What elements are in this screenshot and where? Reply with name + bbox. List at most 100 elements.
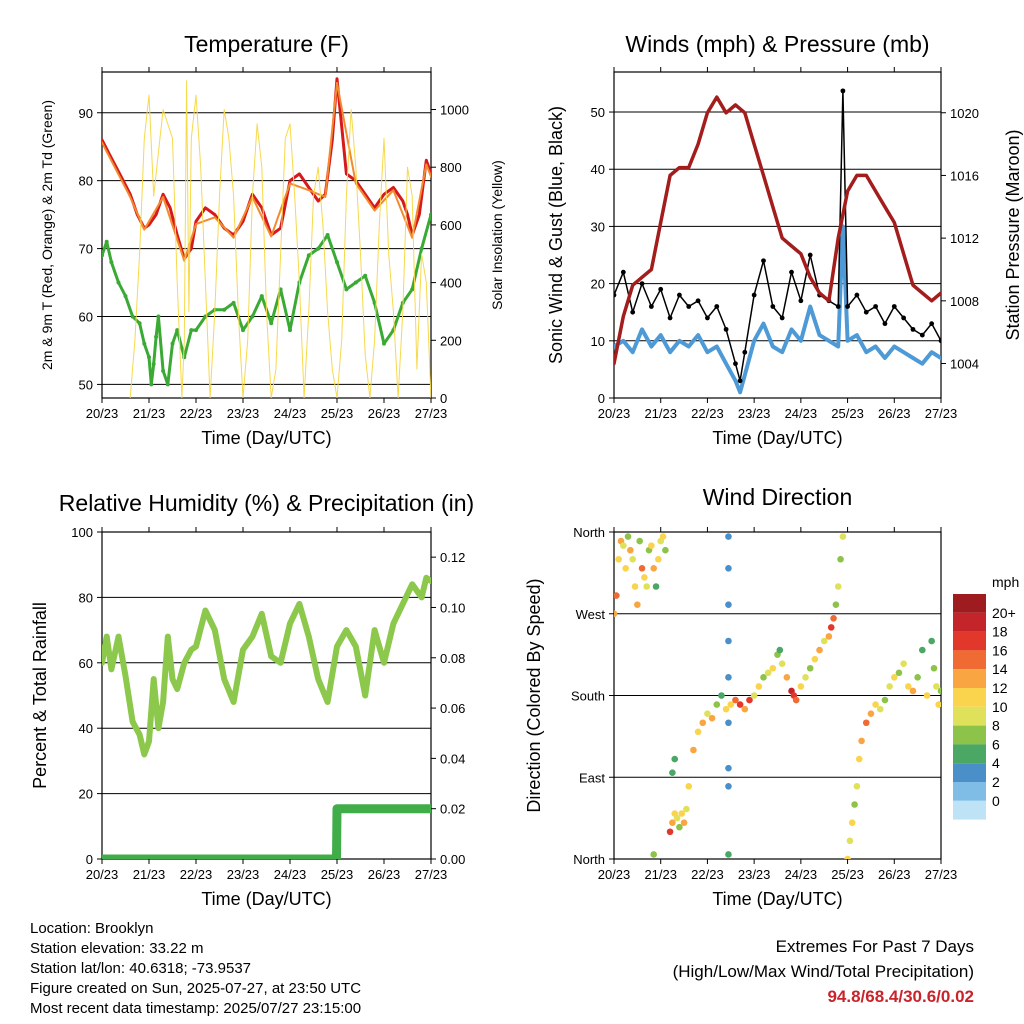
x-tick-label: 20/23 bbox=[86, 406, 119, 421]
humidity-xlabel: Time (Day/UTC) bbox=[201, 889, 331, 909]
y-tick-label-right: 1016 bbox=[950, 168, 979, 183]
y-tick-label-right: 1000 bbox=[440, 103, 469, 118]
x-tick-label: 25/23 bbox=[831, 406, 864, 421]
direction-point bbox=[858, 737, 865, 745]
y-tick-label-left: West bbox=[576, 607, 606, 622]
point-gust bbox=[737, 378, 743, 384]
direction-point bbox=[638, 565, 646, 572]
legend-swatch bbox=[953, 612, 986, 632]
point-2m-td bbox=[189, 328, 194, 333]
point-2m-td bbox=[137, 321, 142, 326]
point-gust bbox=[620, 269, 626, 275]
extremes-block: Extremes For Past 7 Days (High/Low/Max W… bbox=[673, 934, 974, 1009]
x-tick-label: 23/23 bbox=[738, 406, 771, 421]
direction-point bbox=[690, 746, 697, 754]
point-2m-td bbox=[231, 300, 236, 305]
direction-point bbox=[718, 692, 725, 699]
direction-point bbox=[900, 660, 907, 668]
point-gust bbox=[863, 309, 869, 315]
x-tick-label: 26/23 bbox=[878, 867, 911, 882]
winds-ylabel-left: Sonic Wind & Gust (Blue, Black) bbox=[546, 106, 566, 364]
y-tick-label-right: 0.06 bbox=[440, 701, 465, 716]
point-2m-td bbox=[142, 341, 147, 346]
direction-point bbox=[872, 701, 879, 708]
point-gust bbox=[919, 332, 925, 338]
direction-point bbox=[704, 710, 711, 717]
x-tick-label: 20/23 bbox=[598, 406, 631, 421]
y-tick-label-left: 60 bbox=[79, 656, 93, 671]
legend-swatch bbox=[953, 725, 986, 745]
y-tick-label-right: 800 bbox=[440, 160, 462, 175]
point-2m-td bbox=[410, 287, 415, 292]
direction-point bbox=[627, 546, 634, 554]
point-gust bbox=[938, 338, 941, 344]
station-info: Location: Brooklyn Station elevation: 33… bbox=[30, 919, 361, 1019]
y-tick-label-left: 20 bbox=[591, 277, 605, 292]
point-2m-td bbox=[161, 368, 166, 373]
direction-point bbox=[725, 601, 732, 608]
direction-point bbox=[750, 692, 758, 699]
direction-point bbox=[914, 674, 921, 681]
point-2m-td bbox=[363, 273, 368, 278]
point-gust bbox=[639, 281, 645, 287]
humidity-title: Relative Humidity (%) & Precipitation (i… bbox=[59, 490, 474, 516]
point-2m-td bbox=[123, 294, 128, 299]
direction-point bbox=[811, 655, 819, 663]
x-tick-label: 27/23 bbox=[415, 867, 448, 882]
humidity-plot-area bbox=[102, 574, 431, 859]
direction-point bbox=[909, 687, 917, 695]
direction-point bbox=[783, 674, 791, 681]
y-tick-label-left: 30 bbox=[591, 219, 605, 234]
direction-point bbox=[676, 823, 683, 831]
direction-point bbox=[662, 546, 669, 554]
direction-point bbox=[862, 719, 870, 727]
legend-label: 14 bbox=[992, 661, 1008, 677]
x-tick-label: 22/23 bbox=[691, 867, 724, 882]
panel-direction: Wind Direction 20/23 21/23 22/23 23/23 24/23 2… bbox=[524, 484, 1019, 909]
point-gust bbox=[882, 321, 888, 327]
extremes-title: Extremes For Past 7 Days bbox=[775, 937, 974, 956]
direction-point bbox=[669, 819, 676, 826]
figure-created: Figure created on Sun, 2025-07-27, at 23… bbox=[30, 980, 362, 997]
direction-point bbox=[629, 555, 636, 563]
station-latlon: Station lat/lon: 40.6318; -73.9537 bbox=[30, 960, 252, 977]
direction-point bbox=[722, 705, 730, 713]
point-gust bbox=[789, 269, 794, 275]
point-gust bbox=[723, 326, 729, 332]
direction-point bbox=[736, 701, 744, 708]
legend-label: 4 bbox=[992, 755, 1000, 771]
point-gust bbox=[733, 361, 738, 367]
point-2m-td bbox=[325, 233, 330, 237]
point-2m-td bbox=[182, 355, 187, 360]
y-tick-label-right: 1020 bbox=[950, 106, 979, 121]
legend-swatch bbox=[953, 631, 986, 651]
legend-title: mph bbox=[992, 574, 1019, 590]
winds-plot-area bbox=[614, 88, 941, 395]
direction-point bbox=[669, 769, 676, 777]
direction-point bbox=[725, 533, 732, 540]
y-tick-label-left: 10 bbox=[591, 334, 605, 349]
point-2m-td bbox=[344, 287, 349, 292]
temperature-xlabel: Time (Day/UTC) bbox=[201, 428, 331, 448]
legend-swatch bbox=[953, 800, 986, 820]
y-tick-label-left: 0 bbox=[86, 852, 93, 867]
point-gust bbox=[742, 349, 748, 355]
point-gust bbox=[840, 88, 846, 94]
y-tick-label-left: 40 bbox=[79, 721, 93, 736]
direction-point bbox=[643, 583, 650, 590]
direction-point bbox=[935, 701, 941, 708]
y-tick-label-right: 0.02 bbox=[440, 802, 465, 817]
y-tick-label-right: 0.12 bbox=[440, 550, 465, 565]
temperature-title: Temperature (F) bbox=[184, 31, 349, 57]
direction-point bbox=[867, 710, 875, 717]
point-2m-td bbox=[102, 253, 104, 258]
y-tick-label-right: 0.10 bbox=[440, 600, 465, 615]
point-2m-td bbox=[419, 246, 424, 251]
legend-swatch bbox=[953, 594, 986, 613]
direction-point bbox=[834, 583, 842, 590]
direction-point bbox=[624, 533, 632, 540]
direction-point bbox=[886, 683, 893, 690]
direction-point bbox=[769, 664, 777, 672]
x-tick-label: 24/23 bbox=[785, 406, 818, 421]
point-gust bbox=[648, 304, 654, 309]
